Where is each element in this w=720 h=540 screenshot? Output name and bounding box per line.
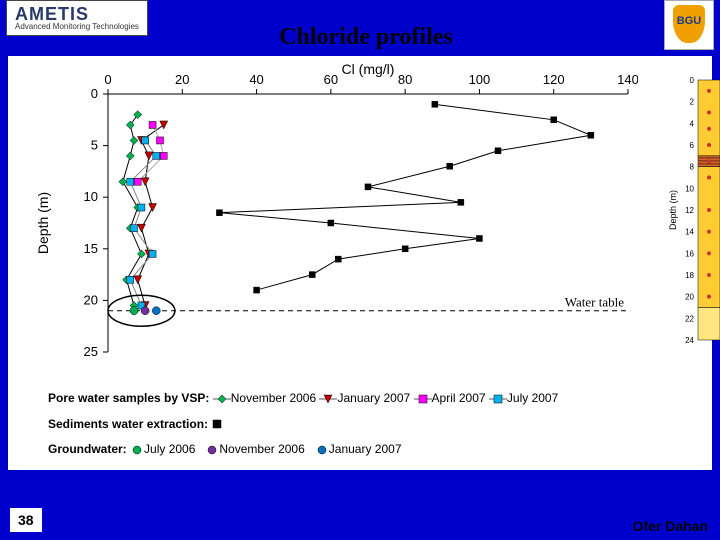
svg-text:12: 12 <box>685 206 694 215</box>
legend-vsp: Pore water samples by VSP: November 2006… <box>48 386 558 411</box>
content-area: 020406080100120140Cl (mg/l)0510152025Dep… <box>8 56 712 470</box>
svg-text:5: 5 <box>91 138 98 153</box>
svg-text:8: 8 <box>690 163 695 172</box>
svg-text:20: 20 <box>84 292 98 307</box>
svg-text:40: 40 <box>249 72 263 87</box>
svg-text:Depth (m): Depth (m) <box>668 190 678 230</box>
svg-text:14: 14 <box>685 228 694 237</box>
soil-column: 024681012141618202224Depth (m) <box>668 76 708 336</box>
legend-sed-items <box>211 417 223 431</box>
svg-text:2: 2 <box>690 98 695 107</box>
svg-text:15: 15 <box>84 241 98 256</box>
svg-text:0: 0 <box>104 72 111 87</box>
legend-vsp-title: Pore water samples by VSP: <box>48 391 209 405</box>
logo-bgu: BGU <box>664 0 714 50</box>
legend-gw: Groundwater: July 2006 November 2006 Jan… <box>48 437 558 462</box>
slide-number: 38 <box>10 508 42 532</box>
svg-text:10: 10 <box>84 189 98 204</box>
svg-text:10: 10 <box>685 184 694 193</box>
logo-left-line2: Advanced Monitoring Technologies <box>15 23 139 31</box>
svg-text:18: 18 <box>685 271 694 280</box>
svg-text:24: 24 <box>685 336 694 345</box>
svg-text:60: 60 <box>324 72 338 87</box>
svg-text:25: 25 <box>84 344 98 359</box>
svg-text:0: 0 <box>690 76 695 85</box>
svg-text:20: 20 <box>685 293 694 302</box>
svg-text:Cl (mg/l): Cl (mg/l) <box>342 61 395 77</box>
author-name: Ofer Dahan <box>633 518 708 534</box>
svg-text:4: 4 <box>690 119 695 128</box>
svg-text:100: 100 <box>469 72 491 87</box>
soil-column-svg: 024681012141618202224Depth (m) <box>668 76 720 356</box>
svg-text:6: 6 <box>690 141 695 150</box>
legend-sed-title: Sediments water extraction: <box>48 417 208 431</box>
svg-text:Water table: Water table <box>565 295 624 310</box>
legend-gw-items: July 2006 November 2006 January 2007 <box>130 442 402 456</box>
svg-text:16: 16 <box>685 249 694 258</box>
svg-text:140: 140 <box>617 72 638 87</box>
logo-right-text: BGU <box>665 15 713 27</box>
logo-left-line1: AMETIS <box>15 5 139 23</box>
svg-text:20: 20 <box>175 72 189 87</box>
legend-gw-title: Groundwater: <box>48 442 127 456</box>
svg-text:120: 120 <box>543 72 565 87</box>
legend-sed: Sediments water extraction: <box>48 412 558 437</box>
slide-title: Chloride profiles <box>279 24 453 51</box>
chloride-chart: 0 20 40 60 80 100 120 140 Cl (mg/l) 0 5 10 15 20 25 Dep… <box>28 60 638 360</box>
header: AMETIS Advanced Monitoring Technologies … <box>0 0 720 56</box>
logo-ametis: AMETIS Advanced Monitoring Technologies <box>6 0 148 36</box>
legend-block: Pore water samples by VSP: November 2006… <box>48 386 558 462</box>
svg-text:Depth (m): Depth (m) <box>35 192 51 254</box>
svg-text:0: 0 <box>91 86 98 101</box>
legend-vsp-items: November 2006 January 2007 April 2007 Ju… <box>213 391 559 405</box>
svg-text:22: 22 <box>685 314 694 323</box>
svg-text:80: 80 <box>398 72 412 87</box>
